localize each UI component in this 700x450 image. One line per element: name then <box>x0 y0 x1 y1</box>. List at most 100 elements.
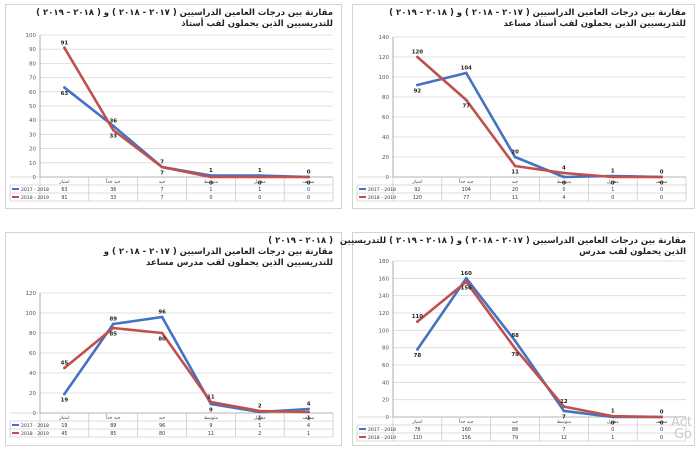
chart-title-line: مقارنة بين درجات العامين الدراسيين ( ٢٠١… <box>389 8 686 18</box>
x-tick-label: مقبول <box>254 180 266 185</box>
data-label: 160 <box>461 271 473 277</box>
data-label: 120 <box>412 50 424 56</box>
table-cell: 1 <box>258 423 261 429</box>
table-cell: 160 <box>462 427 471 433</box>
data-label: 0 <box>660 421 664 427</box>
data-point <box>513 155 517 159</box>
legend-label: 2018 - 2019 <box>368 435 396 441</box>
data-point <box>464 276 468 280</box>
x-tick-label: جيد <box>512 420 519 425</box>
chart-title: مقارنة بين درجات العامين الدراسيين ( ٢٠١… <box>389 8 686 30</box>
y-tick-label: 100 <box>26 33 37 39</box>
data-point <box>63 86 66 89</box>
table-cell: 45 <box>61 431 67 437</box>
table-cell: 77 <box>463 195 469 201</box>
table-cell: 11 <box>512 195 518 201</box>
legend-label: 2017 - 2018 <box>368 187 396 193</box>
data-point <box>464 71 468 75</box>
data-point <box>307 407 310 411</box>
y-tick-label: 80 <box>382 346 389 352</box>
data-point <box>307 410 310 414</box>
table-cell: 0 <box>209 195 212 201</box>
table-cell: 7 <box>161 187 164 193</box>
y-tick-label: 50 <box>29 104 36 110</box>
x-tick-label: جيد <box>159 416 166 421</box>
legend-label: 2017 - 2018 <box>21 187 49 193</box>
chart-title-line: الذين يحملون لقب مدرس <box>579 247 686 257</box>
chart-title-line: مقارنة بين درجات العامين الدراسيين ( ٢٠١… <box>36 8 333 18</box>
y-tick-label: 80 <box>29 331 36 337</box>
table-cell: 0 <box>660 435 663 441</box>
x-tick-label: امتياز <box>58 416 69 421</box>
table-cell: 4 <box>307 423 310 429</box>
chart-title-line: مقارنة بين درجات العامين الدراسيين ( ٢٠١… <box>103 247 333 257</box>
table-cell: 1 <box>258 187 261 193</box>
y-tick-label: 180 <box>379 259 390 265</box>
data-point <box>562 175 566 179</box>
data-point <box>562 171 566 175</box>
data-point <box>160 331 164 335</box>
data-label: 78 <box>414 353 422 359</box>
data-point <box>307 175 310 179</box>
series-line <box>416 280 662 419</box>
y-tick-label: 120 <box>379 55 390 61</box>
y-tick-label: 120 <box>379 311 390 317</box>
table-cell: 0 <box>307 187 310 193</box>
watermark-line: Act <box>671 415 692 430</box>
chart-title: مقارنة بين درجات العامين الدراسيين ( ٢٠١… <box>36 8 333 30</box>
data-label: 85 <box>109 332 117 338</box>
chart-title-line: للتدريسيين الذين يحملون لقب مدرس مساعد <box>145 258 333 268</box>
data-label: 0 <box>209 181 213 187</box>
data-label: 1 <box>209 168 213 174</box>
y-tick-label: 40 <box>382 380 389 386</box>
data-label: 92 <box>414 89 422 95</box>
table-cell: 2 <box>258 431 261 437</box>
table-cell: 9 <box>209 423 212 429</box>
data-label: 79 <box>511 352 519 358</box>
data-label: 45 <box>61 361 69 367</box>
table-cell: 1 <box>209 187 212 193</box>
y-tick-label: 80 <box>382 95 389 101</box>
watermark: Act Go <box>671 415 692 442</box>
data-label: 9 <box>209 408 213 414</box>
y-tick-label: 100 <box>26 311 37 317</box>
data-label: 0 <box>307 170 311 176</box>
table-cell: 63 <box>61 187 67 193</box>
data-label: 19 <box>61 398 69 404</box>
data-point <box>63 366 66 370</box>
data-label: 1 <box>611 169 615 175</box>
data-point <box>464 98 468 102</box>
data-label: 110 <box>412 314 424 320</box>
data-label: 1 <box>611 409 615 415</box>
y-tick-label: 60 <box>29 351 36 357</box>
data-label: 7 <box>160 171 164 177</box>
y-tick-label: 160 <box>379 276 390 282</box>
y-tick-label: 40 <box>29 118 36 124</box>
data-point <box>111 326 115 330</box>
x-tick-label: مقبول <box>607 420 619 425</box>
data-label: 7 <box>160 160 164 166</box>
table-cell: 0 <box>611 195 614 201</box>
data-point <box>160 165 164 169</box>
x-tick-label: جيد جداً <box>105 414 120 421</box>
table-cell: 11 <box>208 431 214 437</box>
watermark-line: Go <box>673 427 692 442</box>
chart-panel-assistant-professor: مقارنة بين درجات العامين الدراسيين ( ٢٠١… <box>352 4 695 209</box>
data-label: 63 <box>61 91 69 97</box>
y-tick-label: 0 <box>33 175 37 181</box>
table-cell: 7 <box>562 427 565 433</box>
data-label: 4 <box>307 402 311 408</box>
data-label: 0 <box>307 181 311 187</box>
y-tick-label: 70 <box>29 76 36 82</box>
data-point <box>258 409 262 413</box>
x-tick-label: جيد <box>159 180 166 185</box>
y-tick-label: 60 <box>29 90 36 96</box>
y-tick-label: 90 <box>29 47 36 53</box>
table-cell: 0 <box>660 195 663 201</box>
data-label: 36 <box>109 118 117 124</box>
table-cell: 0 <box>307 195 310 201</box>
y-tick-label: 40 <box>29 371 36 377</box>
y-tick-label: 120 <box>26 291 37 297</box>
data-label: 20 <box>511 150 519 156</box>
data-point <box>562 405 566 408</box>
